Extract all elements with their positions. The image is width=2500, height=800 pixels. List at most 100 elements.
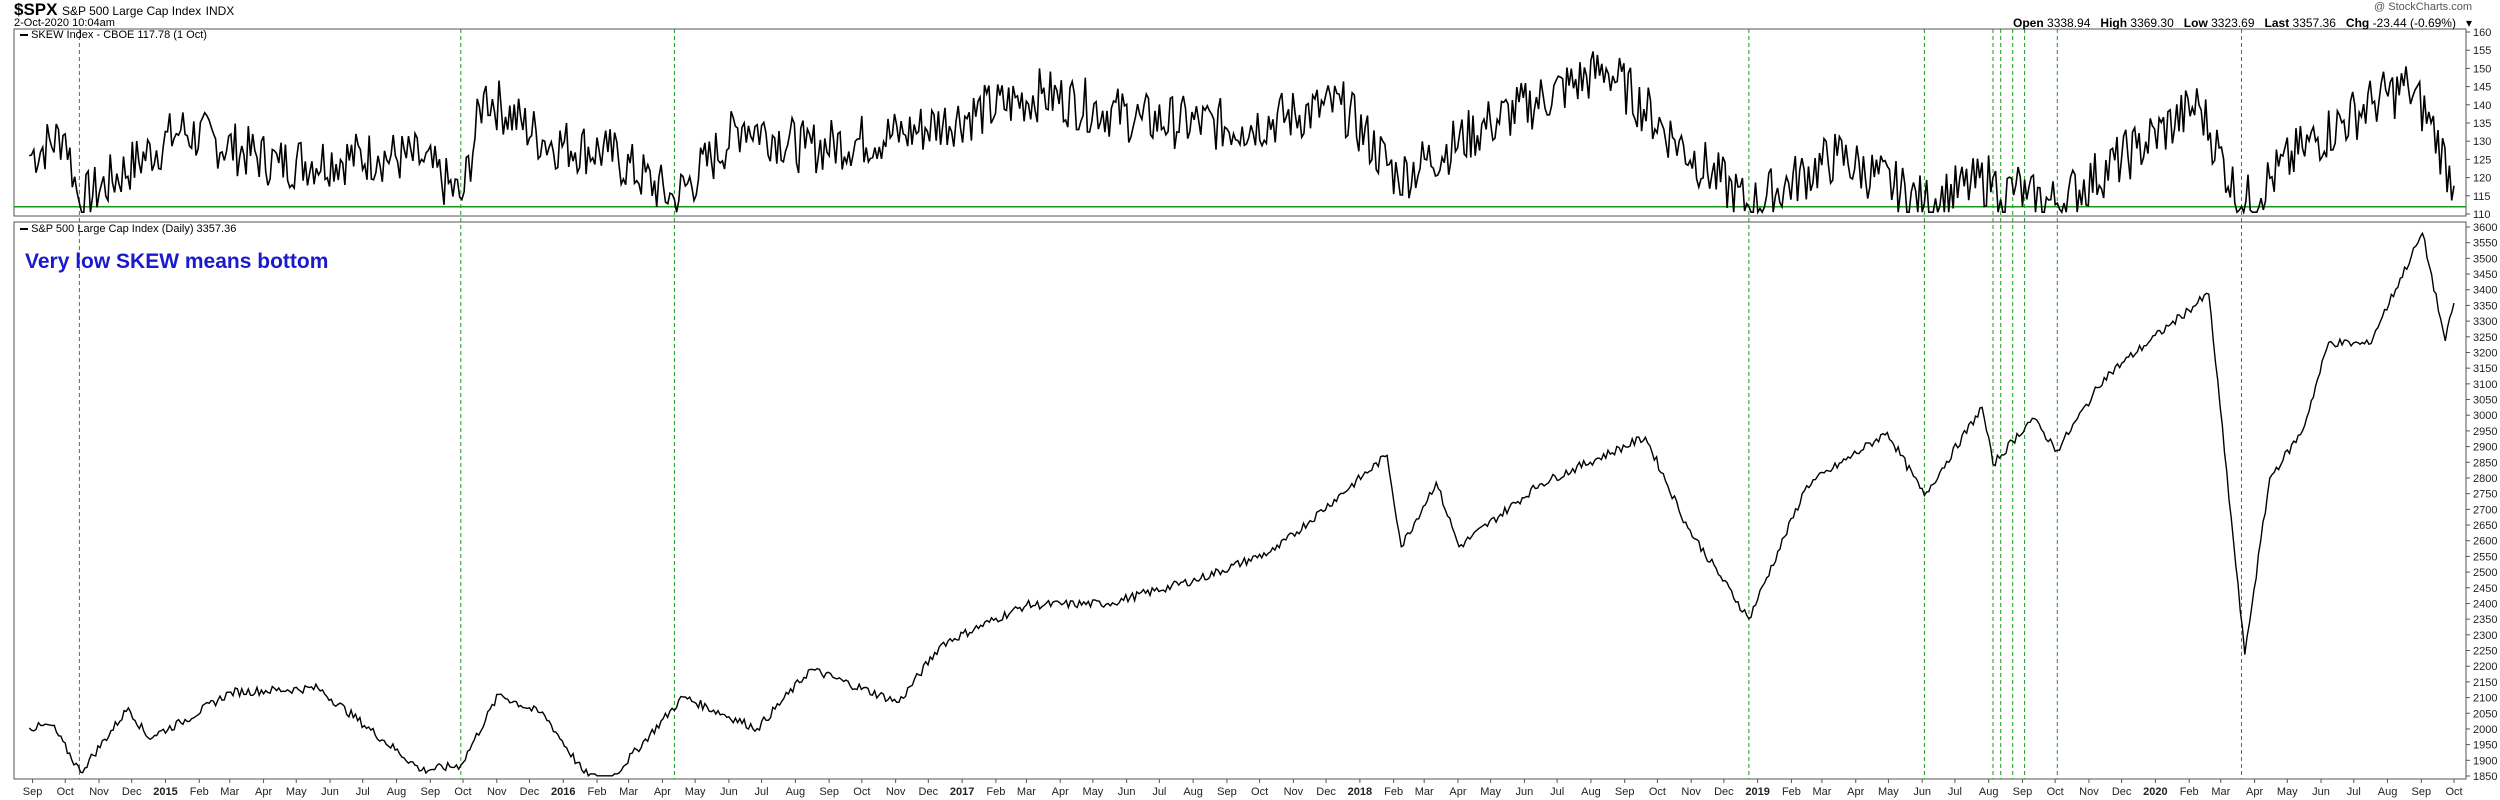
x-tick-label: Sep [421,786,441,798]
y-tick-label: 3150 [2473,363,2497,375]
x-tick-label: Feb [1782,786,1801,798]
y-tick-label: 2550 [2473,551,2497,563]
x-tick-label: 2015 [153,786,177,798]
x-tick-label: 2017 [950,786,974,798]
x-tick-label: Apr [255,786,272,798]
y-tick-label: 110 [2473,209,2491,221]
index-name: S&P 500 Large Cap Index [61,4,202,18]
y-tick-label: 2050 [2473,708,2497,720]
source-credit: @ StockCharts.com [2374,1,2472,13]
x-tick-label: Aug [2378,786,2398,798]
x-tick-label: Oct [1649,786,1666,798]
x-tick-label: Dec [919,786,939,798]
stat-value: 3323.69 [2211,16,2255,30]
x-tick-label: Aug [786,786,806,798]
x-tick-label: Jun [2312,786,2330,798]
stat-label: High [2100,16,2131,30]
x-tick-label: Oct [57,786,74,798]
y-tick-label: 130 [2473,136,2491,148]
exchange-code: INDX [205,4,235,18]
y-tick-label: 2800 [2473,473,2497,485]
y-tick-label: 2400 [2473,598,2497,610]
x-tick-label: Feb [588,786,607,798]
x-tick-label: Dec [122,786,142,798]
x-tick-label: 2016 [551,786,575,798]
y-tick-label: 150 [2473,63,2491,75]
y-tick-label: 3500 [2473,253,2497,265]
x-tick-label: Jul [2347,786,2361,798]
x-tick-label: Aug [1183,786,1203,798]
y-tick-label: 2250 [2473,646,2497,658]
legend-line-icon [20,34,28,37]
y-tick-label: 3000 [2473,410,2497,422]
x-tick-label: Dec [1714,786,1734,798]
x-tick-label: Mar [1812,786,1831,798]
stat-value: 3338.94 [2047,16,2091,30]
x-tick-label: May [2277,786,2298,798]
y-tick-label: 155 [2473,45,2491,57]
y-tick-label: 3200 [2473,347,2497,359]
y-tick-label: 2200 [2473,661,2497,673]
y-tick-label: 2100 [2473,693,2497,705]
x-tick-label: May [1878,786,1899,798]
y-tick-label: 2850 [2473,457,2497,469]
x-tick-label: May [685,786,706,798]
x-tick-label: 2018 [1348,786,1372,798]
y-tick-label: 1850 [2473,771,2497,783]
y-tick-label: 115 [2473,191,2491,203]
stat-label: Open [2013,16,2048,30]
y-tick-label: 3400 [2473,285,2497,297]
y-tick-label: 160 [2473,27,2491,39]
stat-value: -23.44 (-0.69%) [2372,16,2456,30]
x-tick-label: Jun [1516,786,1534,798]
y-tick-label: 3350 [2473,300,2497,312]
y-tick-label: 2350 [2473,614,2497,626]
x-tick-label: Jun [1118,786,1136,798]
x-tick-label: Nov [2079,786,2099,798]
x-tick-label: Sep [23,786,43,798]
x-tick-label: Jul [356,786,370,798]
y-tick-label: 2450 [2473,583,2497,595]
x-tick-label: Feb [1384,786,1403,798]
x-tick-label: Feb [986,786,1005,798]
x-tick-label: Apr [1449,786,1466,798]
skew-legend: SKEW Index - CBOE 117.78 (1 Oct) [20,29,207,41]
x-tick-label: 2020 [2143,786,2167,798]
x-tick-label: Mar [220,786,239,798]
x-tick-label: Apr [654,786,671,798]
x-tick-label: Aug [1581,786,1601,798]
x-tick-label: Jun [1913,786,1931,798]
y-tick-label: 2750 [2473,489,2497,501]
y-tick-label: 3100 [2473,379,2497,391]
y-tick-label: 1900 [2473,755,2497,767]
y-tick-label: 2150 [2473,677,2497,689]
y-tick-label: 2950 [2473,426,2497,438]
price-legend: S&P 500 Large Cap Index (Daily) 3357.36 [20,223,236,235]
x-axis: Sep Oct Nov Dec 2015 Feb Mar Apr May Jun Jul Aug Sep… [23,779,2463,798]
x-tick-label: May [1480,786,1501,798]
x-tick-label: Nov [1681,786,1701,798]
x-tick-label: Oct [2445,786,2462,798]
y-tick-label: 125 [2473,154,2491,166]
x-tick-label: Mar [619,786,638,798]
x-tick-label: 2019 [1745,786,1769,798]
y-tick-label: 3050 [2473,395,2497,407]
skew-y-axis: 110 115 120 125 130 135 140 145 150 155 160 [2466,27,2491,221]
skew-legend-label: SKEW Index - CBOE 117.78 (1 Oct) [31,29,207,41]
x-tick-label: Dec [520,786,540,798]
ticker-symbol: $SPX [14,0,58,19]
y-tick-label: 2900 [2473,442,2497,454]
stat-value: 3357.36 [2292,16,2336,30]
y-tick-label: 135 [2473,118,2491,130]
x-tick-label: Aug [387,786,407,798]
price-y-axis: 1850 1900 1950 2000 2050 2100 2150 2200 2250 2300… [2466,222,2497,783]
y-tick-label: 3550 [2473,238,2497,250]
x-tick-label: Oct [853,786,870,798]
price-series-line [28,231,2455,778]
x-tick-label: Apr [1847,786,1864,798]
down-triangle-icon: ▾ [2465,16,2472,30]
timestamp: 2-Oct-2020 10:04am [14,17,115,29]
stat-label: Last [2264,16,2293,30]
x-tick-label: Nov [487,786,507,798]
price-legend-label: S&P 500 Large Cap Index (Daily) 3357.36 [31,223,237,235]
